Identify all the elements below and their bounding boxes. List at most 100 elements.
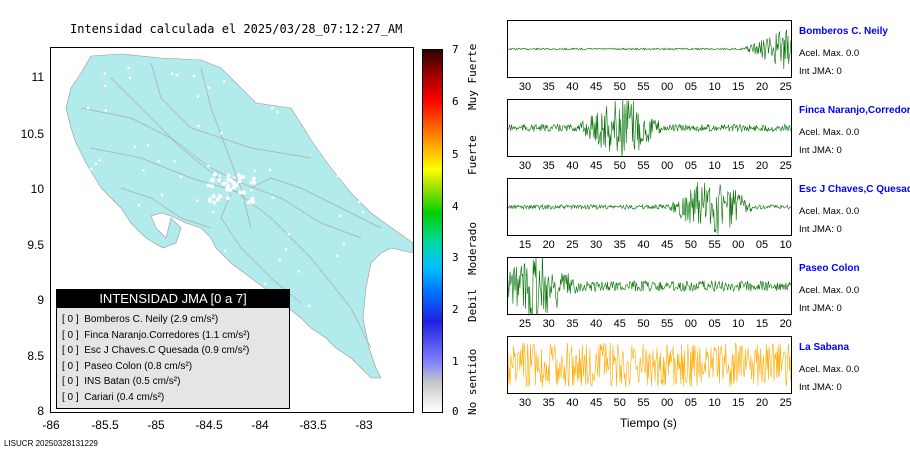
city-dot: [268, 168, 272, 172]
city-dot: [103, 72, 106, 75]
city-dot: [339, 135, 343, 139]
time-tick: 25: [779, 160, 792, 172]
waveform: [508, 342, 791, 388]
city-dot: [98, 159, 101, 162]
city-dot: [320, 113, 324, 116]
city-dot: [226, 173, 231, 178]
colorbar-label: Fuerte: [466, 135, 479, 175]
time-tick: 50: [613, 397, 626, 409]
city-dot: [324, 104, 327, 108]
trace-time-ticks: 30 35 40 45 50 55 00 05 10 15 20 25: [507, 397, 792, 411]
legend-item: [ 0 ] Paseo Colon (0.8 cm/s²): [57, 359, 289, 375]
colorbar-tick: 4: [452, 200, 459, 213]
colorbar-label: No sentido: [466, 348, 479, 415]
time-tick: 55: [637, 160, 650, 172]
colorbar-tick: 3: [452, 251, 459, 264]
seismogram-trace: [507, 336, 792, 394]
time-tick: 50: [684, 239, 698, 251]
lon-tick: -85: [147, 418, 165, 432]
time-tick: 15: [518, 239, 532, 251]
city-dot: [342, 243, 346, 246]
time-axis-label: Tiempo (s): [620, 416, 677, 430]
time-tick: 25: [779, 397, 792, 409]
time-tick: 35: [613, 239, 626, 251]
city-dot: [137, 203, 141, 207]
city-dot: [297, 270, 300, 273]
legend-value: (0.9 cm/s²): [201, 345, 250, 356]
time-tick: 00: [661, 397, 674, 409]
lon-tick: -83: [355, 418, 373, 432]
city-dot: [212, 200, 217, 205]
legend-value: (0.8 cm/s²): [144, 360, 193, 372]
city-dot: [142, 169, 145, 172]
legend-tag: [ 0 ]: [62, 314, 79, 325]
city-dot: [246, 200, 251, 205]
time-tick: 00: [732, 239, 745, 251]
city-dot: [235, 282, 239, 286]
station-jma: Int JMA: 0: [799, 303, 842, 314]
legend-name: Paseo Colon: [84, 360, 142, 372]
time-tick: 45: [589, 160, 603, 172]
intensity-legend: INTENSIDAD JMA [0 a 7] [ 0 ] Bomberos C.…: [56, 289, 290, 409]
time-tick: 00: [661, 81, 674, 93]
time-tick: 50: [613, 81, 626, 93]
intensity-colorbar: [422, 49, 443, 413]
seismogram-trace: [507, 99, 792, 157]
city-dot: [309, 102, 312, 105]
station-jma: Int JMA: 0: [799, 382, 842, 393]
city-dot: [251, 180, 256, 185]
city-dot: [238, 190, 242, 195]
colorbar-tick: 5: [452, 148, 459, 161]
time-tick: 30: [542, 318, 555, 330]
colorbar-tick: 2: [452, 303, 459, 316]
legend-tag: [ 0 ]: [62, 376, 79, 387]
time-tick: 40: [566, 160, 579, 172]
time-tick: 20: [542, 239, 555, 251]
time-tick: 00: [661, 160, 674, 172]
city-dot: [249, 181, 253, 184]
city-dot: [241, 190, 246, 195]
time-tick: 05: [684, 397, 698, 409]
city-dot: [218, 174, 221, 178]
colorbar-tick: 6: [452, 95, 459, 108]
time-tick: 40: [566, 81, 579, 93]
lon-tick: -86: [42, 418, 60, 432]
colorbar-label: Muy Fuerte: [466, 43, 479, 110]
city-dot: [210, 258, 214, 262]
time-tick: 55: [637, 397, 650, 409]
time-tick: 40: [566, 397, 579, 409]
station-name: Esc J Chaves,C Quesad: [799, 184, 910, 195]
legend-item: [ 0 ] Finca Naranjo.Corredores (1.1 cm/s…: [57, 328, 289, 344]
waveform: [508, 100, 791, 156]
station-name: Paseo Colon: [799, 263, 860, 274]
city-dot: [251, 200, 255, 205]
lat-tick: 8.5: [27, 349, 44, 363]
time-tick: 30: [518, 160, 532, 172]
time-tick: 05: [684, 160, 698, 172]
time-tick: 25: [566, 239, 579, 251]
lat-tick: 11: [31, 70, 44, 84]
time-tick: 25: [518, 318, 532, 330]
city-dot: [147, 259, 150, 262]
legend-tag: [ 0 ]: [62, 360, 79, 372]
seismogram-trace: [507, 257, 792, 315]
legend-item: [ 0 ] INS Batan (0.5 cm/s²): [57, 374, 289, 390]
station-accel: Acel. Max. 0.0: [799, 364, 860, 375]
city-dot: [210, 177, 215, 182]
time-tick: 50: [613, 160, 626, 172]
city-dot: [240, 73, 244, 76]
city-dot: [133, 145, 137, 149]
lon-tick: -83.5: [299, 418, 327, 432]
legend-name: Bomberos C. Neily: [84, 314, 168, 325]
city-dot: [207, 86, 210, 89]
time-tick: 15: [732, 160, 745, 172]
station-name: La Sabana: [799, 342, 850, 353]
time-tick: 55: [661, 318, 674, 330]
city-dot: [225, 196, 230, 201]
legend-tag: [ 0 ]: [62, 345, 79, 356]
time-tick: 30: [518, 81, 532, 93]
roads-layer: [80, 62, 382, 349]
city-dot: [208, 198, 212, 203]
station-jma: Int JMA: 0: [799, 145, 842, 156]
legend-name: Cariari: [84, 391, 114, 403]
